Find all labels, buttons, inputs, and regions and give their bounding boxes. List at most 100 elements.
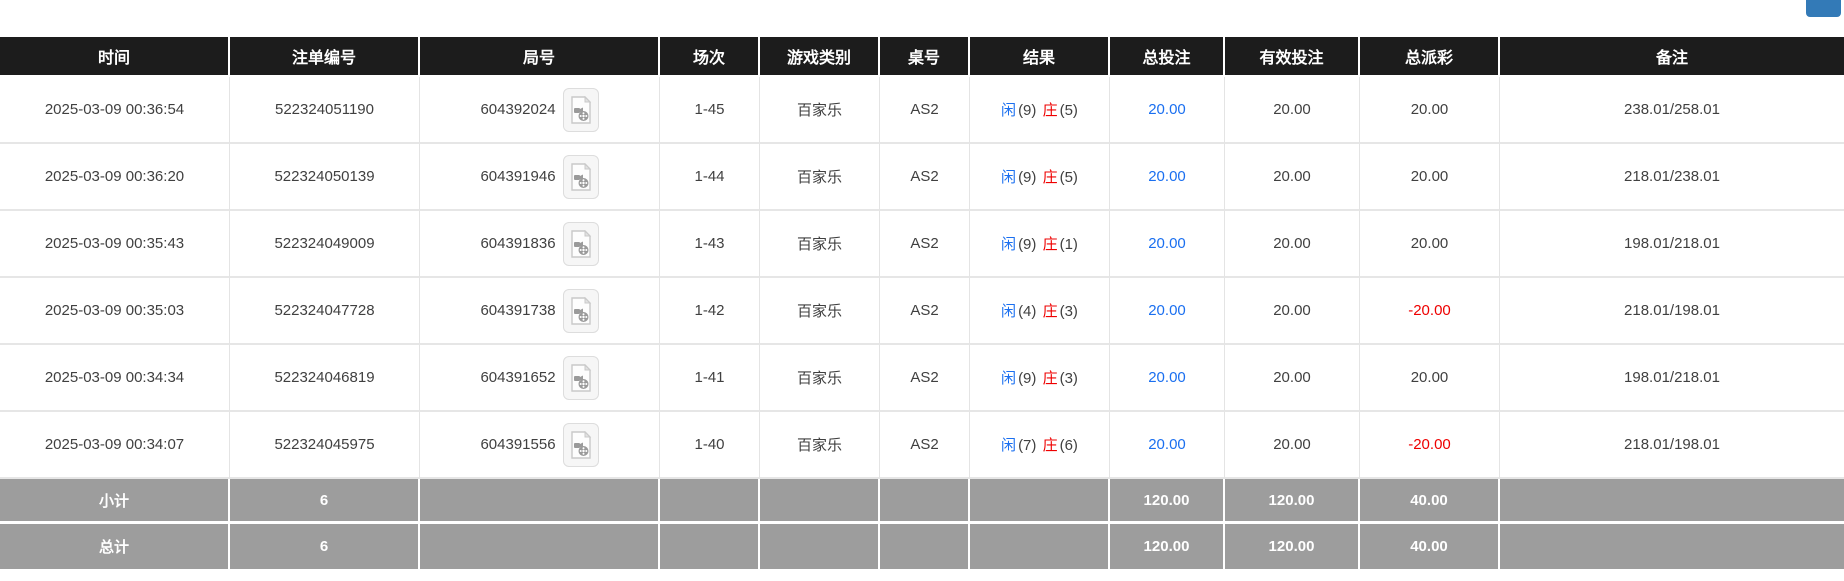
cell-round-id: 604391946 [420,144,660,211]
video-replay-button[interactable] [562,422,599,467]
cell-bet-id: 522324046819 [230,345,420,412]
cell-game-type: 百家乐 [760,77,880,144]
cell-session: 1-42 [660,278,760,345]
total-bet-link[interactable]: 20.00 [1148,369,1186,386]
cell-time: 2025-03-09 00:36:20 [0,144,230,211]
cell-bet-id: 522324047728 [230,278,420,345]
video-file-icon [570,162,591,191]
col-header-table-no: 桌号 [880,37,970,77]
banker-label: 庄 [1042,303,1058,320]
player-score: (7) [1018,437,1037,454]
banker-score: (5) [1059,169,1078,186]
total-bet-link[interactable]: 20.00 [1148,101,1186,118]
cell-time: 2025-03-09 00:36:54 [0,77,230,144]
table-row: 2025-03-09 00:35:03 522324047728 6043917… [0,278,1844,345]
col-header-time: 时间 [0,37,230,77]
round-id-text: 604392024 [480,101,556,118]
cell-round-id: 604391738 [420,278,660,345]
total-bet-link[interactable]: 20.00 [1148,168,1186,185]
table-row: 2025-03-09 00:34:07 522324045975 6043915… [0,412,1844,479]
cell-game-type: 百家乐 [760,211,880,278]
cell-session: 1-43 [660,211,760,278]
summary-empty-cell [1500,524,1844,569]
cell-game-type: 百家乐 [760,144,880,211]
video-file-icon [570,430,591,459]
player-label: 闲 [1001,370,1017,387]
summary-empty-cell [970,524,1110,569]
subtotal-total-bet: 120.00 [1110,479,1225,524]
bet-records-table: 时间 注单编号 局号 场次 游戏类别 桌号 结果 总投注 有效投注 总派彩 备注… [0,37,1844,569]
bet-records-table-wrap: 时间 注单编号 局号 场次 游戏类别 桌号 结果 总投注 有效投注 总派彩 备注… [0,37,1844,569]
table-header-row: 时间 注单编号 局号 场次 游戏类别 桌号 结果 总投注 有效投注 总派彩 备注 [0,37,1844,77]
video-replay-button[interactable] [562,221,599,266]
cell-session: 1-41 [660,345,760,412]
cell-game-type: 百家乐 [760,278,880,345]
cell-total-bet: 20.00 [1110,412,1225,479]
player-score: (9) [1018,169,1037,186]
cell-bet-id: 522324051190 [230,77,420,144]
player-label: 闲 [1001,169,1017,186]
cell-round-id: 604391652 [420,345,660,412]
player-score: (4) [1018,303,1037,320]
cell-result: 闲 (7) 庄 (6) [970,412,1110,479]
video-replay-button[interactable] [562,355,599,400]
cell-time: 2025-03-09 00:34:07 [0,412,230,479]
summary-empty-cell [1500,479,1844,524]
round-id-text: 604391556 [480,436,556,453]
video-file-icon [570,363,591,392]
col-header-bet-id: 注单编号 [230,37,420,77]
video-file-icon [570,229,591,258]
summary-empty-cell [880,524,970,569]
cell-result: 闲 (9) 庄 (3) [970,345,1110,412]
col-header-payout: 总派彩 [1360,37,1500,77]
cell-valid-bet: 20.00 [1225,412,1360,479]
grand-total-row: 总计 6 120.00 120.00 40.00 [0,524,1844,569]
cell-result: 闲 (9) 庄 (5) [970,77,1110,144]
total-bet-link[interactable]: 20.00 [1148,436,1186,453]
banker-score: (6) [1059,437,1078,454]
cell-total-bet: 20.00 [1110,278,1225,345]
summary-empty-cell [880,479,970,524]
col-header-session: 场次 [660,37,760,77]
table-row: 2025-03-09 00:35:43 522324049009 6043918… [0,211,1844,278]
clipped-top-right-button[interactable] [1806,0,1841,17]
cell-round-id: 604391836 [420,211,660,278]
cell-result: 闲 (9) 庄 (1) [970,211,1110,278]
total-bet-link[interactable]: 20.00 [1148,235,1186,252]
player-score: (9) [1018,370,1037,387]
col-header-total-bet: 总投注 [1110,37,1225,77]
cell-result: 闲 (9) 庄 (5) [970,144,1110,211]
grand-total-count: 6 [230,524,420,569]
subtotal-row: 小计 6 120.00 120.00 40.00 [0,479,1844,524]
summary-empty-cell [760,479,880,524]
cell-total-bet: 20.00 [1110,77,1225,144]
banker-label: 庄 [1042,236,1058,253]
summary-empty-cell [660,479,760,524]
cell-payout: 20.00 [1360,77,1500,144]
summary-empty-cell [760,524,880,569]
total-bet-link[interactable]: 20.00 [1148,302,1186,319]
cell-bet-id: 522324050139 [230,144,420,211]
grand-total-total-bet: 120.00 [1110,524,1225,569]
summary-empty-cell [660,524,760,569]
table-row: 2025-03-09 00:34:34 522324046819 6043916… [0,345,1844,412]
video-replay-button[interactable] [562,87,599,132]
banker-label: 庄 [1042,370,1058,387]
banker-score: (3) [1059,370,1078,387]
cell-remark: 238.01/258.01 [1500,77,1844,144]
cell-table-no: AS2 [880,77,970,144]
round-id-text: 604391738 [480,302,556,319]
player-score: (9) [1018,102,1037,119]
cell-valid-bet: 20.00 [1225,144,1360,211]
cell-remark: 198.01/218.01 [1500,211,1844,278]
cell-valid-bet: 20.00 [1225,278,1360,345]
subtotal-label: 小计 [0,479,230,524]
subtotal-valid-bet: 120.00 [1225,479,1360,524]
video-replay-button[interactable] [562,154,599,199]
video-replay-button[interactable] [562,288,599,333]
cell-session: 1-45 [660,77,760,144]
cell-table-no: AS2 [880,412,970,479]
cell-total-bet: 20.00 [1110,144,1225,211]
cell-session: 1-40 [660,412,760,479]
cell-payout: 20.00 [1360,211,1500,278]
